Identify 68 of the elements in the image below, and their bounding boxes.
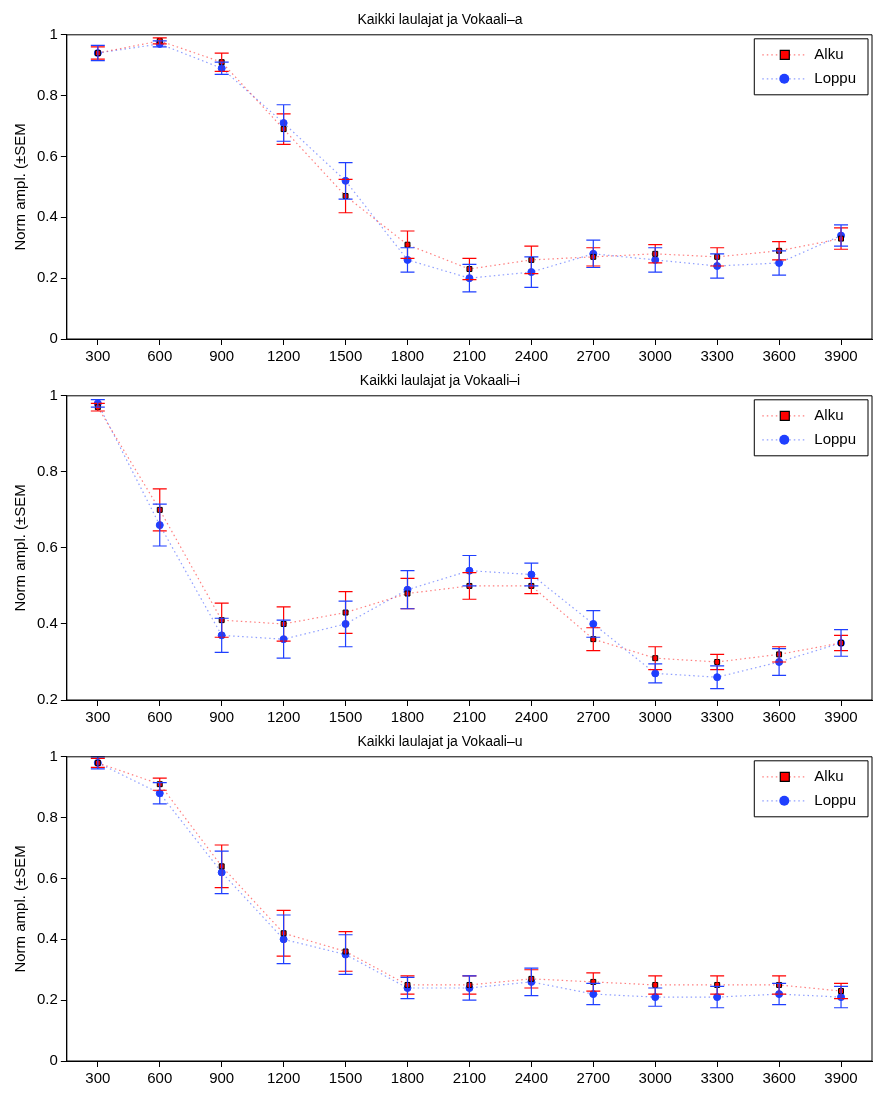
- x-tick-label: 1200: [266, 347, 301, 365]
- x-tick-label: 2700: [576, 347, 610, 365]
- y-tick-label: 0.8: [36, 461, 58, 479]
- y-tick-label: 0.6: [36, 146, 58, 164]
- x-tick-label: 900: [209, 1069, 235, 1087]
- x-tick-label: 1500: [328, 347, 363, 365]
- x-tick-label: 2400: [514, 1069, 549, 1087]
- legend-label: Alku: [814, 405, 844, 423]
- x-tick-label: 1800: [390, 347, 425, 365]
- x-tick-label: 300: [85, 347, 111, 365]
- x-tick-label: 1200: [266, 708, 301, 726]
- legend-label: Loppu: [814, 429, 857, 447]
- x-tick-label: 300: [85, 1069, 111, 1087]
- legend-label: Alku: [814, 44, 844, 62]
- x-tick-label: 1800: [390, 1069, 425, 1087]
- x-tick-label: 2100: [452, 1069, 487, 1087]
- x-tick-label: 2700: [576, 708, 610, 726]
- x-tick-label: 1500: [328, 1069, 363, 1087]
- x-tick-label: 3000: [638, 708, 672, 726]
- x-tick-label: 600: [147, 347, 173, 365]
- y-tick-label: 0.4: [36, 929, 58, 947]
- legend-label: Alku: [814, 766, 844, 784]
- y-tick-label: 0.6: [36, 868, 58, 886]
- x-tick-label: 900: [209, 347, 235, 365]
- x-tick-label: 3900: [824, 708, 858, 726]
- y-axis-title: Norm ampl. (±SEM: [11, 123, 29, 251]
- y-tick-label: 0.8: [36, 807, 58, 825]
- x-tick-label: 1200: [266, 1069, 301, 1087]
- x-tick-label: 3000: [638, 347, 672, 365]
- y-tick-label: 1: [49, 746, 58, 764]
- x-tick-label: 3600: [762, 1069, 796, 1087]
- chart-title: Kaikki laulajat ja Vokaali–u: [357, 733, 523, 750]
- x-tick-label: 3900: [824, 347, 858, 365]
- y-tick-label: 0.4: [36, 614, 58, 632]
- x-tick-label: 3300: [700, 708, 734, 726]
- x-tick-label: 3300: [700, 1069, 734, 1087]
- legend-label: Loppu: [814, 68, 857, 86]
- x-tick-label: 300: [85, 708, 111, 726]
- x-tick-label: 3600: [762, 347, 796, 365]
- y-tick-label: 0: [49, 1051, 58, 1069]
- y-axis-title: Norm ampl. (±SEM: [11, 484, 29, 612]
- x-tick-label: 3900: [824, 1069, 858, 1087]
- legend-label: Loppu: [814, 790, 857, 808]
- y-tick-label: 1: [49, 24, 58, 42]
- x-tick-label: 600: [147, 708, 173, 726]
- x-tick-label: 3600: [762, 708, 796, 726]
- chart-title: Kaikki laulajat ja Vokaali–a: [357, 11, 523, 28]
- x-tick-label: 2400: [514, 347, 549, 365]
- y-tick-label: 0.2: [36, 690, 58, 708]
- x-tick-label: 2400: [514, 708, 549, 726]
- x-tick-label: 1800: [390, 708, 425, 726]
- chart-title: Kaikki laulajat ja Vokaali–i: [359, 372, 521, 389]
- x-tick-label: 1500: [328, 708, 363, 726]
- x-tick-label: 3000: [638, 1069, 672, 1087]
- y-tick-label: 1: [49, 385, 58, 403]
- x-tick-label: 3300: [700, 347, 734, 365]
- x-tick-label: 600: [147, 1069, 173, 1087]
- x-tick-label: 2700: [576, 1069, 610, 1087]
- y-tick-label: 0.2: [36, 990, 58, 1008]
- y-tick-label: 0.6: [36, 538, 58, 556]
- y-tick-label: 0.2: [36, 268, 58, 286]
- x-tick-label: 2100: [452, 708, 487, 726]
- x-tick-label: 900: [209, 708, 235, 726]
- y-tick-label: 0: [49, 329, 58, 347]
- y-tick-label: 0.4: [36, 207, 58, 225]
- y-axis-title: Norm ampl. (±SEM: [11, 845, 29, 973]
- x-tick-label: 2100: [452, 347, 487, 365]
- y-tick-label: 0.8: [36, 85, 58, 103]
